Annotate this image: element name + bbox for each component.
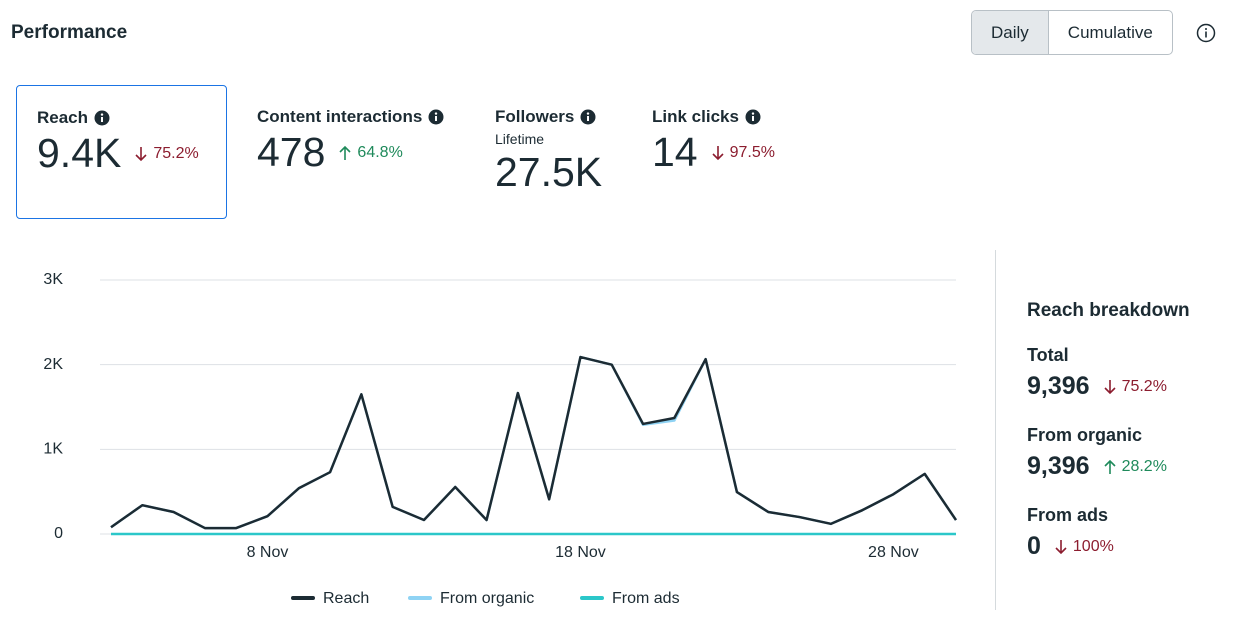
breakdown-label: From organic bbox=[1027, 425, 1143, 445]
trend-arrow bbox=[1055, 539, 1067, 554]
metric-card[interactable]: Reach 9.4K 75.2% bbox=[16, 85, 227, 219]
breakdown-change: 100% bbox=[1055, 538, 1114, 556]
metric-card[interactable]: Link clicks 14 97.5% bbox=[632, 85, 795, 219]
info-icon[interactable] bbox=[745, 109, 761, 125]
breakdown-change-text: 28.2% bbox=[1121, 457, 1167, 475]
metric-change: 75.2% bbox=[135, 144, 199, 163]
metric-change: 97.5% bbox=[712, 144, 775, 162]
metric-value: 14 bbox=[652, 129, 698, 175]
metric-change: 64.8% bbox=[339, 143, 403, 162]
trend-arrow bbox=[135, 146, 147, 161]
breakdown-value: 0 bbox=[1027, 532, 1041, 560]
info-icon[interactable] bbox=[1196, 23, 1216, 43]
metric-label: Link clicks bbox=[652, 107, 739, 126]
breakdown-item: From ads 0 100% bbox=[1027, 505, 1114, 561]
metric-label: Followers bbox=[495, 107, 575, 126]
info-icon[interactable] bbox=[428, 109, 444, 125]
trend-arrow bbox=[339, 145, 351, 160]
metric-change-text: 75.2% bbox=[153, 144, 199, 162]
x-tick-label: 8 Nov bbox=[247, 544, 289, 561]
metric-card[interactable]: Followers Lifetime 27.5K bbox=[475, 85, 622, 219]
y-tick-label: 2K bbox=[43, 356, 63, 373]
x-tick-label: 28 Nov bbox=[868, 544, 919, 561]
breakdown-label: From ads bbox=[1027, 505, 1109, 525]
legend-label: From ads bbox=[612, 590, 680, 607]
toggle-cumulative[interactable]: Cumulative bbox=[1067, 23, 1153, 42]
breakdown-change: 75.2% bbox=[1103, 377, 1167, 396]
breakdown-label: Total bbox=[1027, 345, 1069, 365]
info-icon[interactable] bbox=[580, 109, 596, 125]
view-toggle: Daily Cumulative bbox=[971, 10, 1173, 55]
x-tick-label: 18 Nov bbox=[555, 544, 606, 561]
info-icon[interactable] bbox=[94, 110, 110, 126]
breakdown-change-text: 100% bbox=[1072, 537, 1114, 555]
breakdown-change-text: 75.2% bbox=[1121, 377, 1167, 395]
breakdown-title: Reach breakdown bbox=[1027, 300, 1190, 321]
legend-label: From organic bbox=[440, 590, 534, 607]
y-tick-label: 1K bbox=[43, 441, 63, 458]
page-title: Performance bbox=[11, 22, 128, 43]
y-tick-label: 3K bbox=[43, 271, 63, 288]
divider bbox=[995, 250, 996, 610]
metric-label: Reach bbox=[37, 108, 89, 127]
metric-value: 478 bbox=[257, 129, 326, 175]
metric-change-text: 97.5% bbox=[729, 143, 775, 161]
series-line bbox=[110, 355, 958, 530]
breakdown-item: From organic 9,396 28.2% bbox=[1027, 425, 1167, 481]
trend-arrow bbox=[1103, 459, 1116, 474]
breakdown-change: 28.2% bbox=[1103, 457, 1167, 476]
trend-arrow bbox=[712, 145, 724, 160]
y-tick-label: 0 bbox=[54, 525, 63, 542]
metric-label: Content interactions bbox=[257, 107, 423, 126]
metric-sublabel: Lifetime bbox=[495, 131, 545, 147]
trend-arrow bbox=[1103, 379, 1116, 394]
metric-value: 9.4K bbox=[37, 130, 122, 176]
metric-card[interactable]: Content interactions 478 64.8% bbox=[237, 85, 464, 219]
legend-label: Reach bbox=[323, 590, 369, 607]
toggle-daily[interactable]: Daily bbox=[972, 11, 1049, 54]
breakdown-item: Total 9,396 75.2% bbox=[1027, 345, 1167, 401]
chart: 0 1K 2K 3K 8 Nov 18 Nov 28 Nov Reach From organi… bbox=[43, 271, 958, 607]
metric-value: 27.5K bbox=[495, 149, 603, 195]
breakdown-value: 9,396 bbox=[1027, 452, 1090, 480]
breakdown-value: 9,396 bbox=[1027, 372, 1090, 400]
metric-change-text: 64.8% bbox=[357, 143, 403, 161]
